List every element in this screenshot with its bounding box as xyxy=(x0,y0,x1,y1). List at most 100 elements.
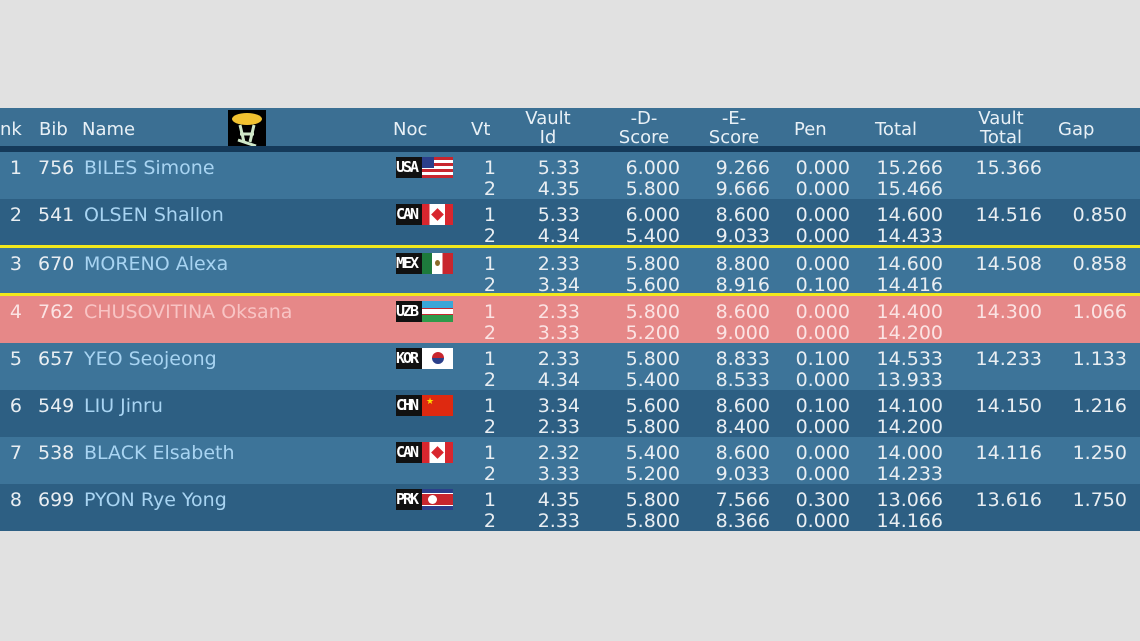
rank: 1 xyxy=(9,157,22,179)
athlete-name: MORENO Alexa xyxy=(84,253,229,275)
rank: 3 xyxy=(9,253,22,275)
table-row[interactable]: 6 549 LIU Jinru CHN ★ 1 3.34 5.600 8.600 0.100… xyxy=(0,390,1140,438)
table-row[interactable]: 8 699 PYON Rye Yong PRK 1 4.35 5.800 7.566 0.… xyxy=(0,484,1140,532)
flag-uzb-icon: UZB xyxy=(396,301,453,322)
flag-kor-icon: KOR xyxy=(396,348,453,369)
header-d-score: -D- Score xyxy=(608,109,680,147)
gap: 0.850 xyxy=(1072,204,1127,226)
rank: 7 xyxy=(9,442,22,464)
e-score: 9.266 xyxy=(715,157,770,179)
d-score: 5.600 xyxy=(625,274,680,296)
vault-total: 13.616 xyxy=(975,489,1042,511)
rank: 5 xyxy=(9,348,22,370)
vault-id: 3.33 xyxy=(537,322,580,344)
noc-code: CHN xyxy=(396,395,422,416)
vault-id: 2.33 xyxy=(537,348,580,370)
header-vault-id: Vault Id xyxy=(514,109,582,147)
flag-mex-icon: MEX xyxy=(396,253,453,274)
noc-code: KOR xyxy=(396,348,422,369)
vault-total: 15.366 xyxy=(975,157,1042,179)
header-e-line2: Score xyxy=(708,127,760,148)
total: 14.433 xyxy=(876,225,943,247)
total: 13.066 xyxy=(876,489,943,511)
flag-chn-icon: CHN ★ xyxy=(396,395,453,416)
total: 14.416 xyxy=(876,274,943,296)
total: 14.166 xyxy=(876,510,943,532)
vt: 1 xyxy=(483,395,496,417)
pen: 0.000 xyxy=(795,510,850,532)
vault-id: 3.34 xyxy=(537,395,580,417)
pen: 0.300 xyxy=(795,489,850,511)
table-row[interactable]: 2 541 OLSEN Shallon CAN 1 5.33 6.000 8.600 0.… xyxy=(0,199,1140,247)
d-score: 5.800 xyxy=(625,301,680,323)
vault-total: 14.300 xyxy=(975,301,1042,323)
total: 15.266 xyxy=(876,157,943,179)
e-score: 9.033 xyxy=(715,463,770,485)
bib: 699 xyxy=(38,489,75,511)
d-score: 5.800 xyxy=(625,510,680,532)
noc-code: UZB xyxy=(396,301,422,322)
e-score: 8.916 xyxy=(715,274,770,296)
d-score: 5.400 xyxy=(625,442,680,464)
d-score: 5.400 xyxy=(625,369,680,391)
vault-id: 2.32 xyxy=(537,442,580,464)
athlete-name: YEO Seojeong xyxy=(84,348,217,370)
e-score: 7.566 xyxy=(715,489,770,511)
vt: 2 xyxy=(483,322,496,344)
e-score: 8.600 xyxy=(715,301,770,323)
e-score: 9.000 xyxy=(715,322,770,344)
e-score: 8.600 xyxy=(715,442,770,464)
vt: 2 xyxy=(483,178,496,200)
pen: 0.000 xyxy=(795,225,850,247)
d-score: 5.800 xyxy=(625,416,680,438)
d-score: 5.800 xyxy=(625,489,680,511)
vt: 2 xyxy=(483,369,496,391)
e-score: 8.600 xyxy=(715,204,770,226)
noc-code: MEX xyxy=(396,253,422,274)
e-score: 9.666 xyxy=(715,178,770,200)
e-score: 8.366 xyxy=(715,510,770,532)
total: 14.100 xyxy=(876,395,943,417)
d-score: 6.000 xyxy=(625,157,680,179)
qualification-line xyxy=(0,293,1140,296)
d-score: 5.200 xyxy=(625,463,680,485)
header-d-line1: -D- xyxy=(630,108,658,129)
table-row[interactable]: 1 756 BILES Simone USA 1 5.33 6.000 9.266 0.0… xyxy=(0,152,1140,200)
flag-prk-icon: PRK xyxy=(396,489,453,510)
bib: 538 xyxy=(38,442,75,464)
pen: 0.000 xyxy=(795,322,850,344)
table-row[interactable]: 4 762 CHUSOVITINA Oksana UZB 1 2.33 5.800 8.… xyxy=(0,296,1140,344)
bib: 549 xyxy=(38,395,75,417)
d-score: 5.800 xyxy=(625,348,680,370)
header-e-line1: -E- xyxy=(721,108,747,129)
vault-id: 2.33 xyxy=(537,416,580,438)
vault-id: 5.33 xyxy=(537,157,580,179)
d-score: 5.200 xyxy=(625,322,680,344)
e-score: 9.033 xyxy=(715,225,770,247)
vt: 2 xyxy=(483,416,496,438)
noc-code: CAN xyxy=(396,442,422,463)
flag-usa-icon: USA xyxy=(396,157,453,178)
vault-total: 14.116 xyxy=(975,442,1042,464)
header-vt-line1: Vault xyxy=(978,108,1024,129)
table-row[interactable]: 7 538 BLACK Elsabeth CAN 1 2.32 5.400 8.600 0… xyxy=(0,437,1140,485)
athlete-name: PYON Rye Yong xyxy=(84,489,227,511)
e-score: 8.600 xyxy=(715,395,770,417)
header-bib: Bib xyxy=(39,119,68,140)
d-score: 5.600 xyxy=(625,395,680,417)
flag-can-icon: CAN xyxy=(396,204,453,225)
vault-total: 14.150 xyxy=(975,395,1042,417)
table-row[interactable]: 3 670 MORENO Alexa MEX 1 2.33 5.800 8.800 0.0… xyxy=(0,248,1140,296)
vault-apparatus-icon xyxy=(228,110,266,150)
table-row[interactable]: 5 657 YEO Seojeong KOR 1 2.33 5.800 8.833 0.1… xyxy=(0,343,1140,391)
vault-total: 14.233 xyxy=(975,348,1042,370)
vault-id: 4.35 xyxy=(537,489,580,511)
qualification-line xyxy=(0,245,1140,248)
vault-id: 2.33 xyxy=(537,510,580,532)
vault-id: 4.35 xyxy=(537,178,580,200)
noc-code: CAN xyxy=(396,204,422,225)
athlete-name: CHUSOVITINA Oksana xyxy=(84,301,293,323)
total: 14.000 xyxy=(876,442,943,464)
gap: 1.750 xyxy=(1072,489,1127,511)
e-score: 8.800 xyxy=(715,253,770,275)
